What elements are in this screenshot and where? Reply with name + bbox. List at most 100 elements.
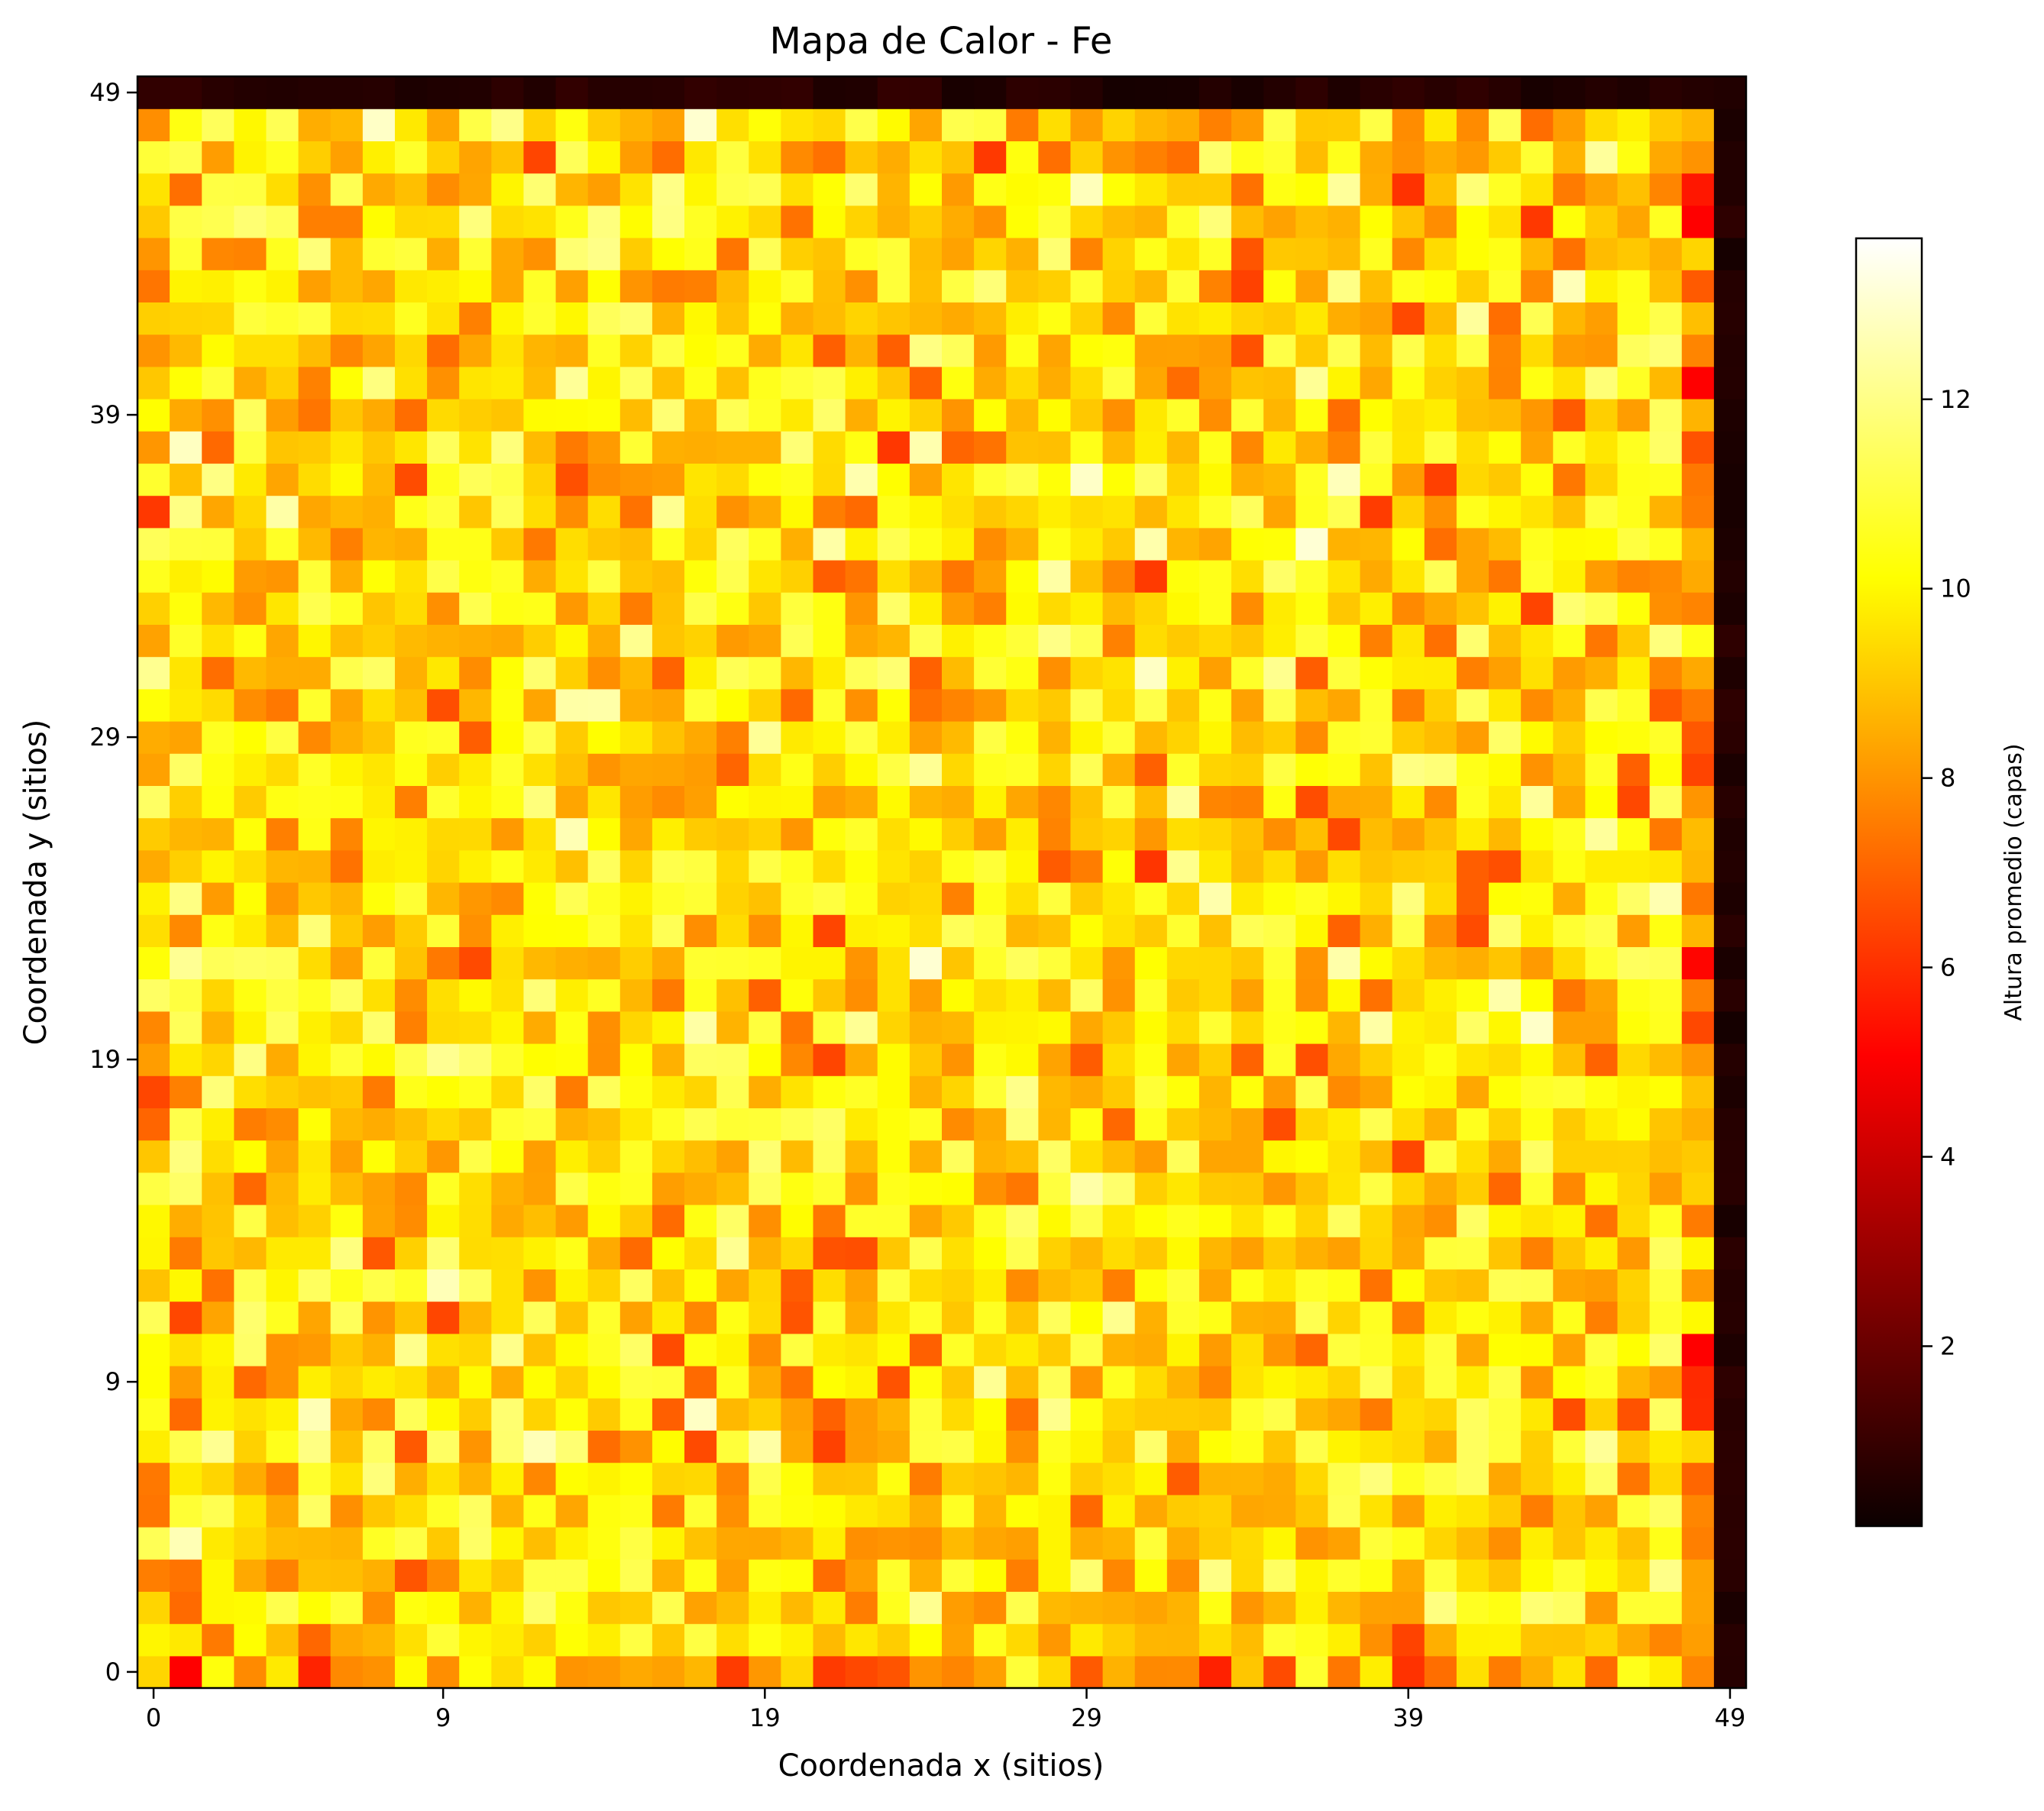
heatmap-cell bbox=[1585, 1462, 1619, 1496]
heatmap-cell bbox=[523, 624, 557, 658]
heatmap-cell bbox=[1231, 527, 1264, 561]
heatmap-cell bbox=[1681, 495, 1715, 529]
heatmap-cell bbox=[491, 1043, 525, 1076]
heatmap-cell bbox=[394, 1559, 428, 1592]
heatmap-cell bbox=[555, 366, 589, 399]
heatmap-cell bbox=[942, 1398, 975, 1431]
heatmap-cell bbox=[170, 817, 202, 851]
heatmap-cell bbox=[1134, 785, 1168, 819]
heatmap-cell bbox=[555, 1366, 589, 1399]
heatmap-cell bbox=[1198, 946, 1232, 980]
heatmap-cell bbox=[1713, 688, 1747, 722]
heatmap-cell bbox=[749, 1462, 781, 1496]
heatmap-cell bbox=[652, 76, 685, 109]
heatmap-cell bbox=[1456, 495, 1489, 529]
heatmap-cell bbox=[1553, 1333, 1586, 1366]
heatmap-cell bbox=[942, 721, 975, 754]
heatmap-cell bbox=[652, 817, 685, 851]
heatmap-cell bbox=[394, 914, 428, 947]
heatmap-cell bbox=[1166, 1398, 1200, 1431]
heatmap-cell bbox=[1295, 1462, 1329, 1496]
heatmap-cell bbox=[877, 431, 910, 464]
heatmap-cell bbox=[877, 1205, 910, 1237]
heatmap-cell bbox=[1489, 753, 1522, 786]
heatmap-cell bbox=[1328, 656, 1361, 690]
heatmap-cell bbox=[974, 1043, 1007, 1076]
heatmap-cell bbox=[1295, 688, 1329, 722]
heatmap-cell bbox=[491, 849, 525, 883]
heatmap-cell bbox=[1392, 1011, 1425, 1044]
heatmap-cell bbox=[459, 527, 492, 561]
heatmap-cell bbox=[1489, 1366, 1522, 1399]
heatmap-cell bbox=[749, 1205, 781, 1237]
heatmap-cell bbox=[266, 1398, 299, 1431]
heatmap-cell bbox=[587, 1591, 621, 1625]
heatmap-cell bbox=[330, 1430, 364, 1463]
heatmap-cell bbox=[684, 108, 717, 141]
heatmap-cell bbox=[1424, 1043, 1457, 1076]
heatmap-cell bbox=[1681, 108, 1715, 141]
heatmap-cell bbox=[137, 849, 170, 883]
heatmap-cell bbox=[1392, 1333, 1425, 1366]
heatmap-cell bbox=[1424, 946, 1457, 980]
heatmap-cell bbox=[234, 431, 267, 464]
heatmap-cell bbox=[459, 1301, 492, 1334]
heatmap-cell bbox=[202, 1333, 234, 1366]
heatmap-cell bbox=[1102, 624, 1136, 658]
heatmap-cell bbox=[491, 302, 525, 335]
heatmap-cell bbox=[684, 334, 717, 367]
heatmap-cell bbox=[1424, 1591, 1457, 1625]
heatmap-cell bbox=[1263, 108, 1296, 141]
heatmap-cell bbox=[1585, 1559, 1619, 1592]
heatmap-cell bbox=[1617, 882, 1651, 915]
heatmap-cell bbox=[1649, 721, 1683, 754]
heatmap-cell bbox=[877, 1172, 910, 1205]
heatmap-cell bbox=[1713, 1494, 1747, 1528]
heatmap-cell bbox=[266, 978, 299, 1012]
heatmap-cell bbox=[1166, 688, 1200, 722]
heatmap-cell bbox=[1102, 946, 1136, 980]
heatmap-cell bbox=[1585, 688, 1619, 722]
heatmap-cell bbox=[877, 1462, 910, 1496]
heatmap-cell bbox=[845, 1366, 878, 1399]
heatmap-cell bbox=[652, 656, 685, 690]
heatmap-cell bbox=[1456, 1140, 1489, 1173]
heatmap-cell bbox=[170, 785, 202, 819]
heatmap-cell bbox=[974, 1108, 1007, 1141]
heatmap-cell bbox=[1681, 721, 1715, 754]
heatmap-cell bbox=[1038, 1559, 1072, 1592]
heatmap-cell bbox=[1489, 238, 1522, 270]
heatmap-cell bbox=[266, 366, 299, 399]
heatmap-cell bbox=[749, 270, 781, 302]
heatmap-cell bbox=[202, 1140, 234, 1173]
heatmap-cell bbox=[749, 946, 781, 980]
heatmap-cell bbox=[845, 108, 878, 141]
heatmap-cell bbox=[362, 141, 396, 174]
heatmap-cell bbox=[845, 495, 878, 529]
heatmap-cell bbox=[1263, 141, 1296, 174]
heatmap-cell bbox=[427, 1333, 460, 1366]
heatmap-cell bbox=[1295, 914, 1329, 947]
heatmap-cell bbox=[813, 399, 846, 432]
heatmap-cell bbox=[587, 785, 621, 819]
heatmap-cell bbox=[330, 882, 364, 915]
heatmap-cell bbox=[749, 431, 781, 464]
heatmap-cell bbox=[330, 1075, 364, 1108]
heatmap-cell bbox=[1006, 1559, 1039, 1592]
heatmap-cell bbox=[1166, 849, 1200, 883]
heatmap-cell bbox=[781, 656, 814, 690]
heatmap-cell bbox=[619, 592, 653, 625]
heatmap-cell bbox=[1198, 785, 1232, 819]
heatmap-cell bbox=[362, 463, 396, 496]
heatmap-cell bbox=[1424, 302, 1457, 335]
heatmap-cell bbox=[491, 1655, 525, 1689]
heatmap-cell bbox=[427, 1655, 460, 1689]
heatmap-cell bbox=[1134, 1043, 1168, 1076]
heatmap-cell bbox=[1649, 1108, 1683, 1141]
heatmap-cell bbox=[330, 431, 364, 464]
heatmap-cell bbox=[1649, 108, 1683, 141]
heatmap-cell bbox=[298, 688, 332, 722]
heatmap-cell bbox=[749, 560, 781, 593]
heatmap-cell bbox=[170, 1075, 202, 1108]
heatmap-cell bbox=[491, 592, 525, 625]
